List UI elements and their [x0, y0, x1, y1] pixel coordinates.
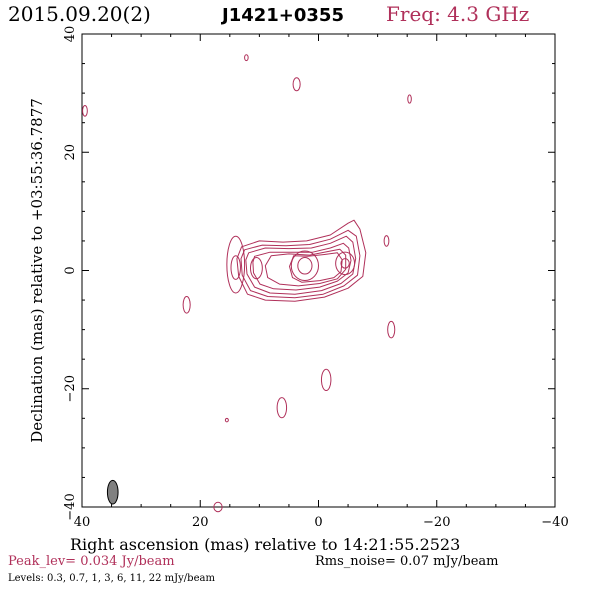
noise-contour [82, 105, 88, 117]
observation-date: 2015.09.20(2) [8, 2, 151, 26]
x-tick-label: 20 [192, 515, 209, 530]
beam-ellipse [106, 479, 119, 505]
noise-contour [182, 296, 191, 314]
frequency-label: Freq: 4.3 GHz [386, 2, 530, 26]
component-contour [290, 250, 319, 282]
y-tick-label: −20 [63, 375, 78, 402]
y-tick-label: 40 [63, 26, 78, 43]
component-contour [297, 256, 313, 275]
y-tick-label: −40 [63, 493, 78, 520]
noise-contour [387, 320, 396, 339]
y-tick-label: 0 [63, 266, 78, 274]
noise-contour [213, 501, 223, 513]
jet-contour-3 [252, 242, 352, 291]
x-tick-label: 40 [74, 515, 91, 530]
knot-contour [226, 235, 246, 294]
jet-contour-5 [289, 252, 343, 283]
jet-contour-2 [245, 235, 357, 295]
y-tick-label: 20 [63, 144, 78, 161]
jet-contour-1 [240, 229, 361, 299]
component-contour [335, 251, 356, 276]
contour-levels: Levels: 0.3, 0.7, 1, 3, 6, 11, 22 mJy/be… [8, 573, 215, 584]
component-contour [250, 256, 263, 280]
y-axis-label: Declination (mas) relative to +03:55:36.… [28, 98, 46, 443]
noise-contour [407, 94, 412, 104]
component-contour [340, 258, 350, 269]
noise-contour [383, 235, 390, 247]
jet-contour-0 [236, 219, 367, 302]
noise-contour [320, 368, 332, 392]
x-axis-label: Right ascension (mas) relative to 14:21:… [70, 535, 461, 554]
peak-level: Peak_lev= 0.034 Jy/beam [8, 554, 175, 569]
noise-contour [292, 77, 301, 92]
x-tick-label: 0 [314, 515, 322, 530]
x-tick-label: −40 [541, 515, 568, 530]
noise-contour [276, 397, 288, 419]
rms-noise: Rms_noise= 0.07 mJy/beam [315, 554, 499, 569]
noise-contour [244, 54, 249, 62]
knot-contour [230, 255, 241, 280]
source-name: J1421+0355 [222, 5, 344, 26]
noise-contour [224, 417, 229, 423]
x-tick-label: −20 [423, 515, 450, 530]
plot-frame [81, 33, 556, 508]
